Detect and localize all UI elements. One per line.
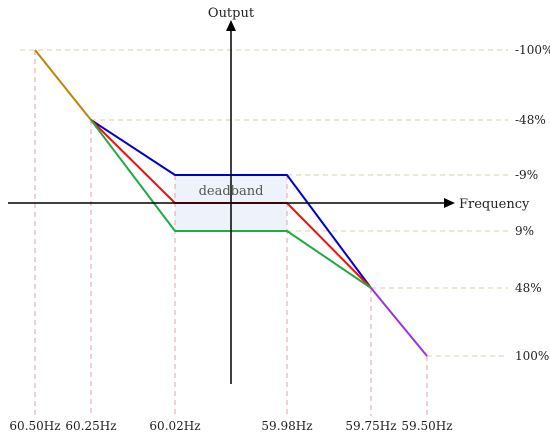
y-tick-label: 48% [515,281,542,295]
x-tick-label: 59.75Hz [345,419,396,433]
y-axis-arrow [226,20,236,31]
y-tick-label: -100% [515,43,550,57]
y-tick-label: -9% [515,168,538,182]
y-tick-label: -48% [515,113,546,127]
y-tick-label: 100% [515,349,549,363]
series-line [34,49,92,121]
y-tick-label: 9% [515,224,534,238]
x-tick-label: 60.50Hz [9,419,60,433]
y-axis-title: Output [208,6,255,21]
x-tick-label: 59.98Hz [261,419,312,433]
x-tick-label: 60.02Hz [149,419,200,433]
x-tick-label: 60.25Hz [65,419,116,433]
deadband-label: deadband [199,184,264,199]
x-axis-title: Frequency [459,197,530,212]
x-axis-arrow [444,198,455,208]
series-line [370,287,428,357]
x-tick-label: 59.50Hz [401,419,452,433]
